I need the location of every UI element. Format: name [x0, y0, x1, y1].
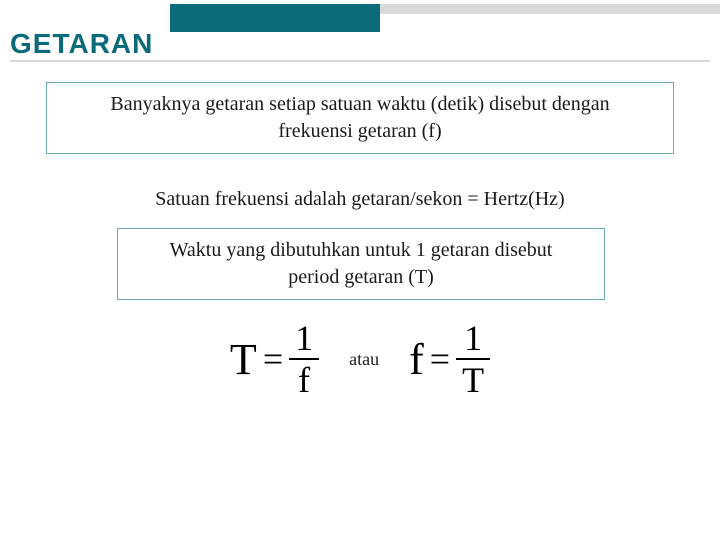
box2-line1: Waktu yang dibutuhkan untuk 1 getaran di… [170, 239, 553, 261]
box1-line2: frekuensi getaran (f) [278, 120, 441, 142]
box2-line2: period getaran (T) [288, 266, 433, 288]
formula1-fraction: 1 f [289, 320, 319, 398]
formula2-fraction: 1 T [456, 320, 490, 398]
formula1-lhs: T [230, 334, 257, 385]
slide-title: GETARAN [10, 28, 153, 60]
formula2-num: 1 [458, 320, 488, 358]
box1-line1: Banyaknya getaran setiap satuan waktu (d… [110, 93, 609, 115]
formula1-den: f [289, 358, 319, 398]
definition-box-frequency: Banyaknya getaran setiap satuan waktu (d… [46, 82, 674, 154]
formula2-den: T [456, 358, 490, 398]
connector-text: atau [349, 349, 379, 370]
header-accent-bar [170, 4, 380, 32]
formula-row: T = 1 f atau f = 1 T [0, 320, 720, 398]
formula1-num: 1 [289, 320, 319, 358]
definition-box-period: Waktu yang dibutuhkan untuk 1 getaran di… [117, 228, 605, 300]
formula-period: T = 1 f [230, 320, 319, 398]
formula-frequency: f = 1 T [409, 320, 490, 398]
header-gray-bar [380, 4, 720, 14]
formula2-eq: = [430, 338, 450, 380]
title-underline [10, 60, 710, 62]
formula1-eq: = [263, 338, 283, 380]
formula2-lhs: f [409, 334, 424, 385]
unit-text: Satuan frekuensi adalah getaran/sekon = … [0, 188, 720, 211]
